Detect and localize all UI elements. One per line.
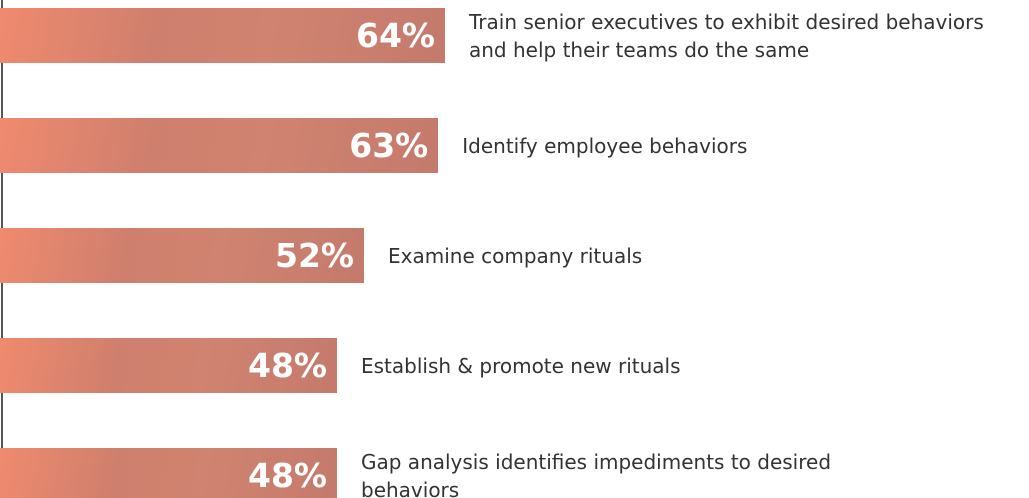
bar: 48% [0,338,337,393]
bar-row: 52% Examine company rituals [0,228,642,283]
category-label: Identify employee behaviors [462,133,748,158]
value-label: 64% [356,16,435,55]
bar: 63% [0,118,439,173]
bar: 52% [0,228,364,283]
category-label: Gap analysis identifies impediments to d… [361,449,832,498]
bar: 64% [0,8,445,63]
category-label: Establish & promote new rituals [361,353,681,378]
bar: 48% [0,448,337,498]
category-label: Examine company rituals [388,243,643,268]
bar-row: 48% Gap analysis identifies impediments t… [0,448,917,498]
bar-row: 48% Establish & promote new rituals [0,338,681,393]
bar-row: 64% Train senior executives to exhibit de… [0,8,1025,63]
bar-row: 63% Identify employee behaviors [0,118,747,173]
value-label: 63% [349,126,429,165]
value-label: 48% [248,346,327,385]
value-label: 52% [275,236,354,275]
value-label: 48% [248,456,327,495]
category-label: Train senior executives to exhibit desir… [469,9,984,62]
